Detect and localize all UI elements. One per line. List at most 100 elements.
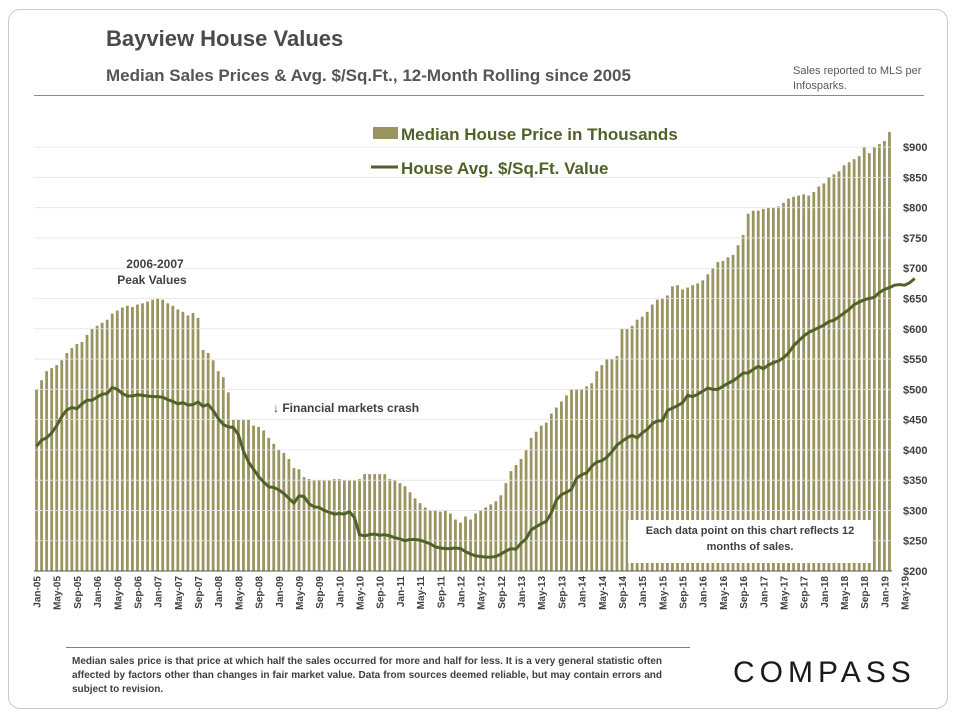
bar — [706, 274, 710, 571]
bar — [600, 365, 604, 571]
bar — [877, 144, 881, 571]
x-tick-label: Jan-17 — [759, 576, 770, 608]
x-tick-label: May-05 — [53, 576, 64, 610]
bar — [721, 260, 725, 571]
bar — [216, 371, 220, 571]
bar — [141, 303, 144, 571]
bar — [797, 195, 801, 571]
bar — [131, 306, 134, 571]
x-tick-label: Jan-10 — [335, 576, 346, 608]
x-tick-label: Jan-07 — [154, 576, 165, 608]
bar — [65, 353, 69, 571]
bar — [45, 371, 49, 571]
bar — [105, 319, 109, 571]
x-axis: Jan-05 May-05 Sep-05 Jan-06 May-06 Sep-06 Jan-… — [33, 570, 912, 610]
x-tick-label: Jan-15 — [638, 576, 649, 608]
bar — [590, 383, 594, 571]
bar — [883, 141, 886, 571]
x-tick-label: Sep-08 — [255, 576, 266, 609]
bar — [373, 474, 377, 571]
bar — [595, 371, 599, 571]
bar — [186, 315, 190, 571]
bar — [802, 194, 806, 571]
x-tick-label: Jan-08 — [214, 576, 225, 608]
bar — [267, 437, 271, 571]
bar — [549, 413, 553, 571]
x-tick-label: Jan-12 — [457, 576, 468, 608]
bar — [252, 425, 255, 571]
bar — [125, 305, 129, 571]
bar — [100, 322, 104, 571]
legend-line-label: House Avg. $/Sq.Ft. Value — [401, 159, 609, 178]
x-tick-label: May-09 — [295, 576, 306, 610]
bar — [287, 458, 291, 571]
bar — [726, 257, 730, 571]
y-tick-label: $250 — [903, 536, 927, 548]
x-tick-label: Sep-14 — [618, 576, 629, 609]
bar — [842, 165, 846, 571]
bar — [388, 478, 392, 571]
bar — [181, 311, 185, 571]
x-tick-label: Jan-18 — [820, 576, 831, 608]
bar — [741, 234, 745, 572]
bar — [560, 401, 563, 571]
bar — [756, 210, 760, 571]
bar — [645, 311, 649, 571]
bar — [746, 213, 750, 571]
bar — [75, 343, 79, 571]
y-tick-label: $600 — [903, 324, 927, 336]
x-tick-label: May-16 — [719, 576, 730, 610]
bar — [691, 285, 695, 571]
bar — [514, 465, 518, 571]
bar — [534, 431, 538, 571]
bar — [115, 310, 119, 571]
bar — [211, 360, 215, 571]
bar — [610, 359, 614, 571]
bar — [454, 519, 457, 571]
x-tick-label: Jan-05 — [33, 576, 44, 608]
y-tick-label: $450 — [903, 415, 927, 427]
bar — [358, 478, 361, 571]
bar — [242, 419, 245, 571]
bar — [337, 478, 341, 571]
x-tick-label: Sep-06 — [134, 576, 145, 609]
bar — [413, 498, 417, 571]
bar — [423, 507, 427, 571]
x-tick-label: May-07 — [174, 576, 185, 610]
y-tick-label: $550 — [903, 354, 927, 366]
x-tick-label: Sep-16 — [739, 576, 750, 609]
bar — [393, 480, 397, 571]
bar — [312, 480, 316, 571]
bar — [378, 474, 382, 571]
bar — [95, 325, 99, 571]
bar — [332, 478, 336, 571]
bar — [262, 430, 266, 571]
bar — [812, 191, 816, 572]
bar — [343, 480, 346, 571]
bar — [544, 422, 548, 571]
x-tick-label: May-08 — [234, 576, 245, 610]
bar — [701, 280, 705, 571]
y-tick-label: $500 — [903, 384, 927, 396]
bar — [120, 307, 124, 571]
chart-subtitle: Median Sales Prices & Avg. $/Sq.Ft., 12-… — [106, 66, 631, 85]
bar — [201, 349, 205, 571]
bar — [110, 313, 114, 571]
bar — [363, 474, 366, 571]
y-tick-label: $650 — [903, 294, 927, 306]
y-tick-label: $750 — [903, 233, 927, 245]
y-tick-label: $900 — [903, 142, 927, 154]
bar — [85, 334, 89, 571]
bar — [817, 186, 821, 571]
x-tick-label: May-19 — [901, 576, 912, 610]
bar — [55, 365, 59, 571]
y-tick-label: $300 — [903, 505, 927, 517]
x-tick-label: May-18 — [840, 576, 851, 610]
bar — [403, 486, 407, 571]
bar — [40, 380, 43, 571]
bar — [867, 153, 871, 572]
bar — [660, 298, 664, 571]
bar — [297, 469, 301, 571]
bar — [146, 301, 149, 571]
bar — [317, 480, 321, 571]
